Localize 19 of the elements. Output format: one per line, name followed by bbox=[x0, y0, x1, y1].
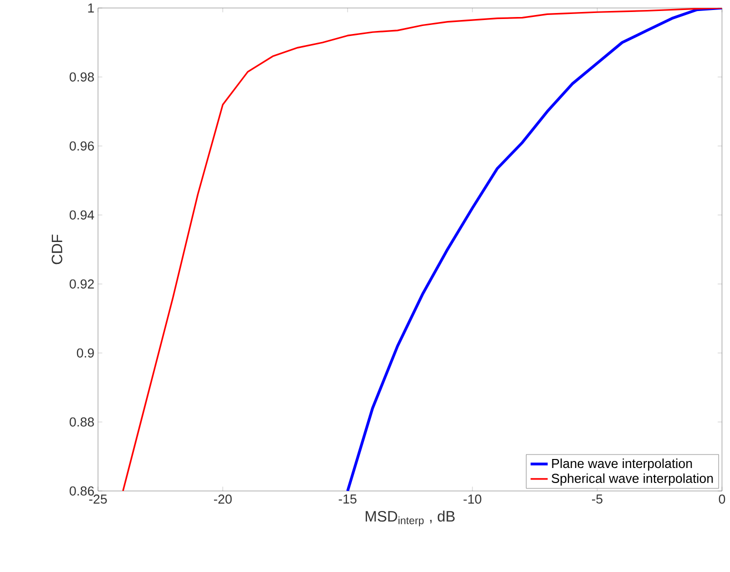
x-tick-label: -5 bbox=[592, 494, 602, 504]
y-tick-label: 0.94 bbox=[70, 210, 94, 220]
y-tick-label: 0.9 bbox=[76, 348, 94, 358]
y-tick-label: 0.96 bbox=[70, 141, 94, 151]
legend-label: Plane wave interpolation bbox=[552, 458, 692, 471]
x-tick-label: -15 bbox=[338, 494, 356, 504]
y-axis-title: CDF bbox=[52, 234, 62, 264]
y-tick-label: 0.88 bbox=[70, 417, 94, 427]
x-tick-label: -10 bbox=[464, 494, 482, 504]
line-series bbox=[346, 8, 722, 491]
x-tick-label: -25 bbox=[89, 494, 107, 504]
y-tick-label: 1 bbox=[88, 4, 94, 12]
y-tick-label: 0.98 bbox=[70, 72, 94, 82]
legend-label: Spherical wave interpolation bbox=[552, 473, 713, 486]
x-axis-title: MSD$_{interp}$ , dB bbox=[366, 510, 455, 526]
x-tick-label: 0 bbox=[718, 494, 726, 504]
y-tick-label: 0.92 bbox=[70, 279, 94, 289]
x-tick-label: -20 bbox=[214, 494, 232, 504]
y-tick-label: 0.86 bbox=[70, 486, 94, 496]
